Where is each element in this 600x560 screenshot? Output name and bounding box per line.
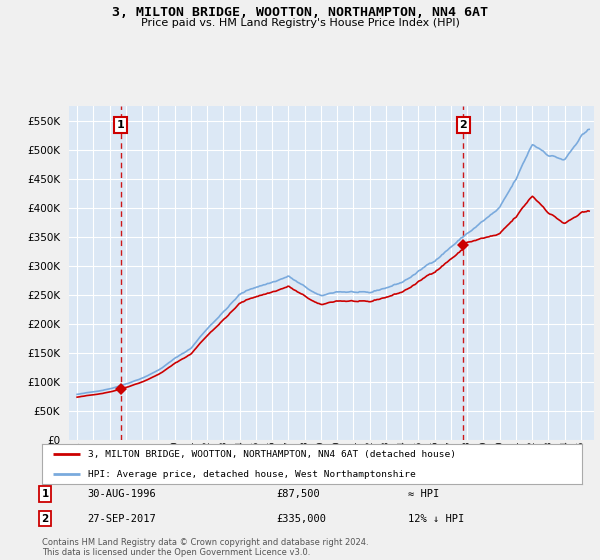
Text: Contains HM Land Registry data © Crown copyright and database right 2024.
This d: Contains HM Land Registry data © Crown c… xyxy=(42,538,368,557)
Text: HPI: Average price, detached house, West Northamptonshire: HPI: Average price, detached house, West… xyxy=(88,470,416,479)
Text: 3, MILTON BRIDGE, WOOTTON, NORTHAMPTON, NN4 6AT: 3, MILTON BRIDGE, WOOTTON, NORTHAMPTON, … xyxy=(112,6,488,18)
Text: £335,000: £335,000 xyxy=(276,514,326,524)
Text: 27-SEP-2017: 27-SEP-2017 xyxy=(87,514,156,524)
Text: 1: 1 xyxy=(116,120,124,130)
Text: 2: 2 xyxy=(41,514,49,524)
Text: 1: 1 xyxy=(41,489,49,499)
Text: 2: 2 xyxy=(459,120,467,130)
Text: 30-AUG-1996: 30-AUG-1996 xyxy=(87,489,156,499)
Text: Price paid vs. HM Land Registry's House Price Index (HPI): Price paid vs. HM Land Registry's House … xyxy=(140,18,460,28)
Text: 12% ↓ HPI: 12% ↓ HPI xyxy=(408,514,464,524)
Text: 3, MILTON BRIDGE, WOOTTON, NORTHAMPTON, NN4 6AT (detached house): 3, MILTON BRIDGE, WOOTTON, NORTHAMPTON, … xyxy=(88,450,456,459)
Text: ≈ HPI: ≈ HPI xyxy=(408,489,439,499)
Text: £87,500: £87,500 xyxy=(276,489,320,499)
